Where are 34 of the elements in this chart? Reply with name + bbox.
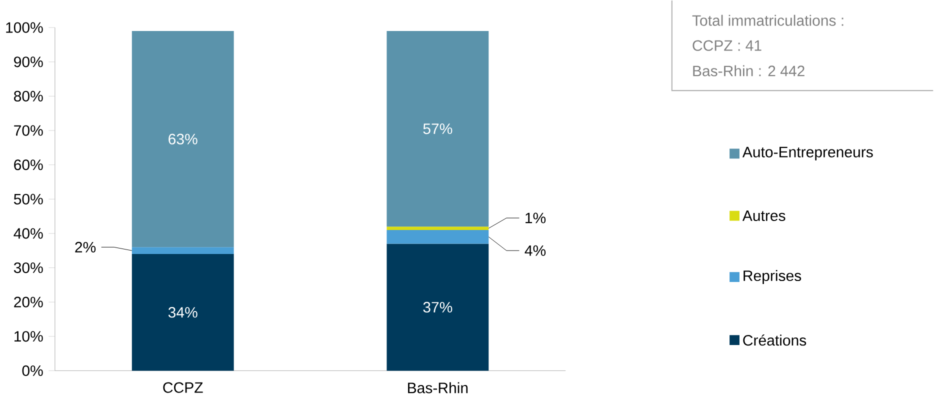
y-tick-label: 80% — [14, 90, 43, 102]
y-tick-label: 60% — [14, 160, 43, 170]
bar — [386, 226, 489, 230]
data-label: 37% — [423, 302, 452, 313]
data-label: 63% — [168, 134, 198, 144]
y-tick-label: 10% — [14, 331, 43, 342]
text: CCPZ : 41 — [692, 40, 762, 51]
bar — [132, 247, 234, 254]
bar — [386, 31, 489, 227]
data-label: 57% — [423, 124, 452, 134]
y-tick-label: 0% — [22, 365, 43, 376]
y-tick-label: 90% — [14, 56, 43, 68]
data-label: 1% — [526, 212, 546, 224]
legend-label: Autres — [742, 210, 786, 222]
y-tick-label: 30% — [14, 262, 43, 274]
y-tick-label: 100% — [6, 22, 43, 33]
text: Bas-Rhin : 2 442 — [693, 65, 804, 76]
data-label: 34% — [168, 307, 198, 318]
y-tick-label: 40% — [14, 228, 43, 239]
legend-label: Auto-Entrepreneurs — [742, 146, 873, 160]
y-tick-label: 50% — [14, 194, 43, 204]
y-tick-label: 20% — [14, 296, 43, 308]
data-label: 4% — [524, 245, 546, 256]
y-tick-label: 70% — [14, 125, 43, 136]
bar — [386, 230, 489, 244]
legend-label: Créations — [743, 334, 806, 346]
data-label: 2% — [75, 242, 96, 252]
bar — [386, 244, 489, 371]
x-tick-label: Bas-Rhin — [408, 382, 468, 394]
bar — [132, 254, 234, 371]
bar — [132, 31, 234, 248]
text: Total immatriculations : — [692, 14, 844, 26]
legend-label: Reprises — [744, 270, 802, 284]
x-tick-label: CCPZ — [163, 382, 203, 393]
